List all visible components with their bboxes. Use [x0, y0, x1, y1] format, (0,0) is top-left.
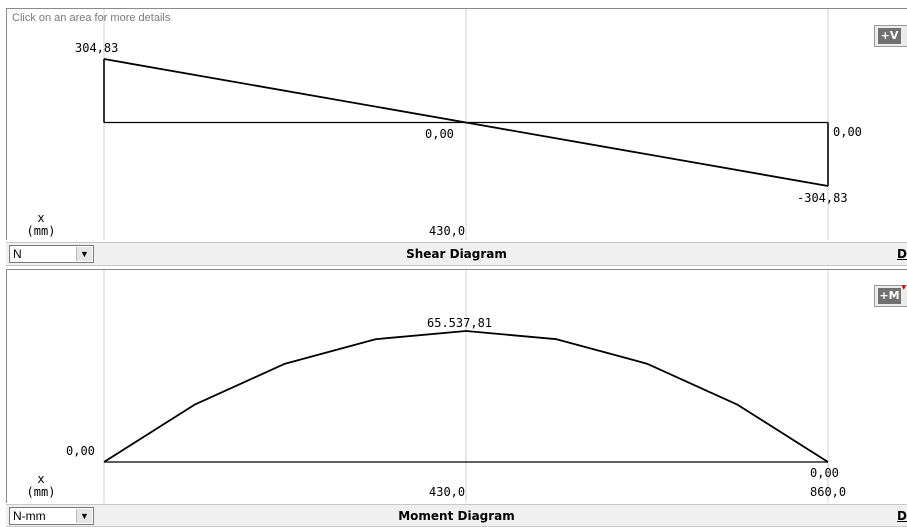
hint-text: Click on an area for more details [12, 12, 171, 24]
moment-start-label: 0,00 [66, 444, 95, 458]
moment-unit-value: N-mm [13, 509, 46, 523]
moment-chart[interactable]: 65.537,81 0,00 0,00 430,0 860,0 x (mm) [7, 270, 907, 503]
moment-series-line [103, 330, 829, 463]
shear-zero-end-label: 0,00 [833, 125, 862, 139]
chevron-down-icon[interactable]: ▼ [76, 247, 92, 261]
shear-axis-symbol: x [37, 211, 44, 225]
shear-x-mid-tick: 430,0 [429, 224, 465, 238]
moment-button-label: +M [878, 288, 901, 304]
shear-start-label: 304,83 [75, 41, 118, 55]
moment-max-label: 65.537,81 [427, 316, 492, 330]
moment-diagram-panel[interactable]: 65.537,81 0,00 0,00 430,0 860,0 x (mm) +… [6, 269, 907, 503]
moment-axis-symbol: x [37, 472, 44, 486]
shear-zero-mid-label: 0,00 [425, 127, 454, 141]
moment-toolbar: N-mm ▼ Moment Diagram D [6, 504, 907, 527]
chevron-down-icon[interactable]: ▼ [76, 509, 92, 523]
shear-series-line [103, 58, 829, 187]
moment-right-button[interactable]: D [897, 509, 907, 523]
shear-button-label: +V [878, 28, 901, 44]
flag-icon: ▾ [901, 283, 906, 293]
moment-toggle-button[interactable]: +M ▾ [874, 283, 907, 307]
moment-x-end-tick: 860,0 [810, 485, 846, 499]
shear-unit-value: N [13, 247, 22, 261]
moment-end-label: 0,00 [810, 466, 839, 480]
shear-diagram-panel[interactable]: Click on an area for more details 304,83… [6, 8, 907, 240]
moment-axis-unit: (mm) [27, 485, 56, 499]
shear-toggle-button[interactable]: +V [874, 25, 907, 47]
moment-unit-select[interactable]: N-mm ▼ [9, 507, 94, 525]
shear-chart[interactable]: 304,83 0,00 0,00 -304,83 430,0 x (mm) [7, 9, 907, 240]
shear-right-button[interactable]: D [897, 247, 907, 261]
shear-axis-unit: (mm) [27, 224, 56, 238]
shear-end-label: -304,83 [797, 191, 848, 205]
shear-toolbar: N ▼ Shear Diagram D [6, 242, 907, 266]
moment-diagram-title: Moment Diagram [398, 509, 515, 523]
moment-x-mid-tick: 430,0 [429, 485, 465, 499]
shear-unit-select[interactable]: N ▼ [9, 245, 94, 263]
shear-diagram-title: Shear Diagram [406, 247, 507, 261]
